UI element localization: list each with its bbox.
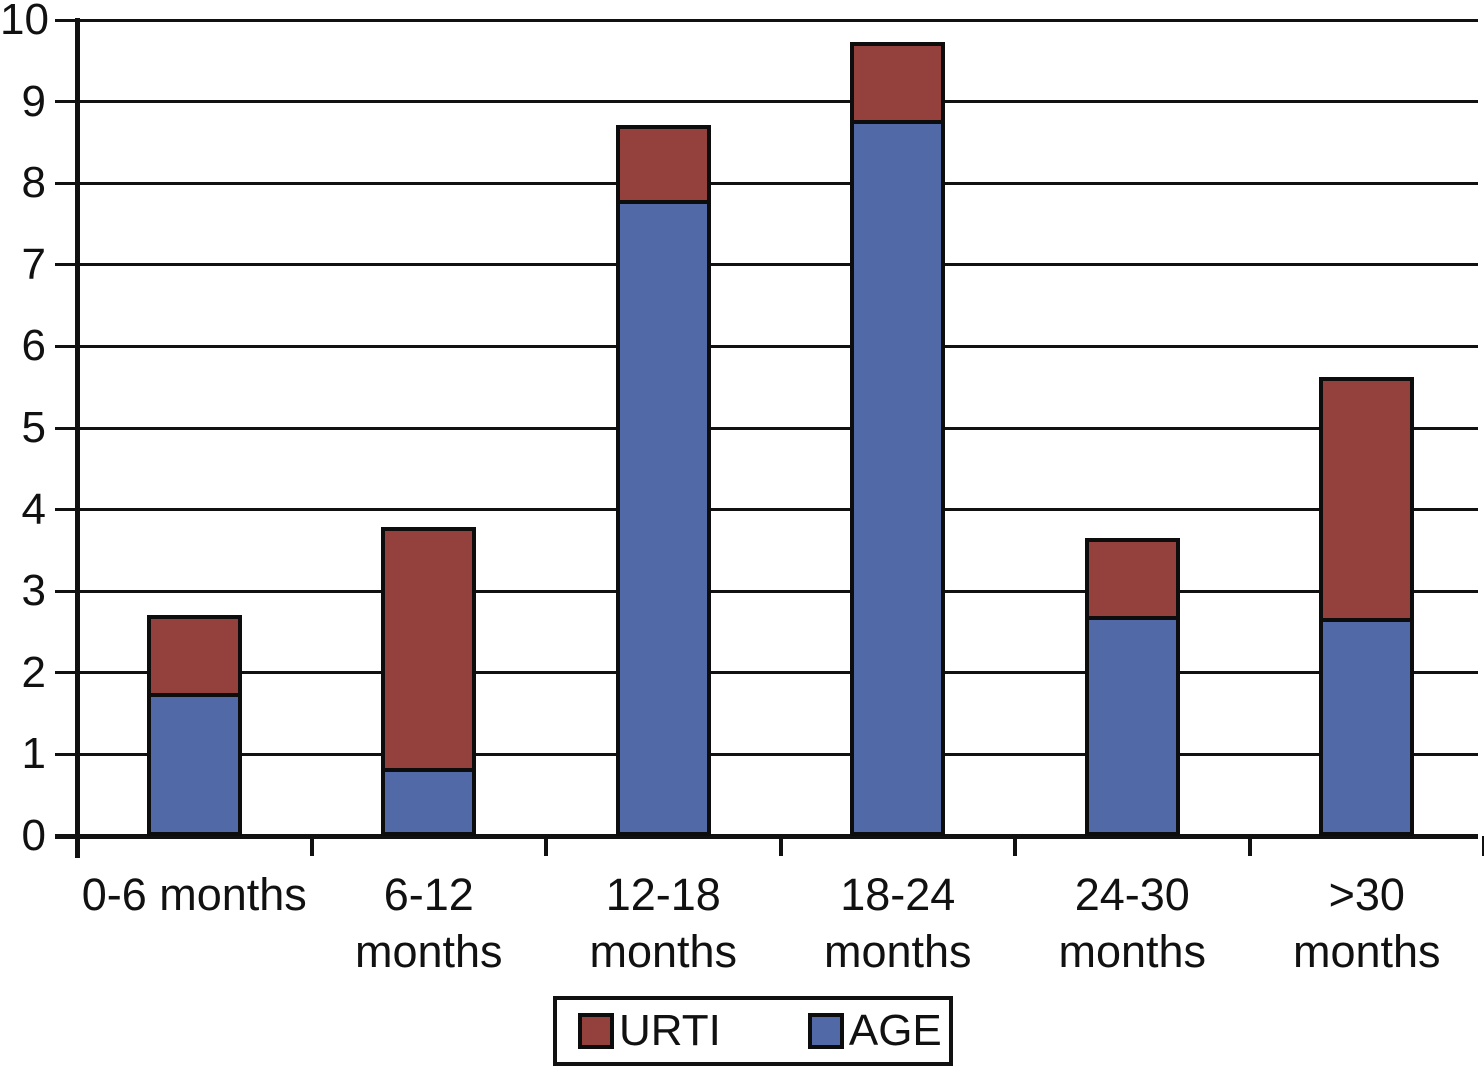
y-tick-label-4: 4 (21, 484, 46, 534)
gridline-y6 (55, 344, 1478, 348)
bar-segment-age (146, 697, 242, 836)
y-tick-label-9: 9 (21, 76, 46, 126)
y-axis (75, 18, 80, 858)
x-category-label: 18-24 months (782, 866, 1014, 980)
x-axis (55, 834, 1478, 839)
x-category-label-line: months (589, 926, 738, 977)
x-category-label-line: months (823, 926, 972, 977)
x-category-label: 12-18 months (547, 866, 779, 980)
bar-segment-age (615, 204, 711, 836)
x-category-label-line: 6-12 months (354, 869, 503, 977)
gridline-y10 (55, 18, 1478, 22)
legend-swatch-urti (578, 1013, 614, 1049)
gridline-y3 (55, 589, 1478, 593)
gridline-y4 (55, 508, 1478, 512)
gridline-y1 (55, 752, 1478, 756)
x-tick-1 (309, 836, 314, 856)
gridline-y8 (55, 181, 1478, 185)
x-category-label-line: 0-6 months (81, 869, 307, 920)
y-tick-label-2: 2 (21, 647, 46, 697)
legend-entry-urti: URTI (578, 1009, 721, 1053)
legend-label-urti: URTI (619, 1006, 721, 1055)
gridline-y5 (55, 426, 1478, 430)
y-tick-label-10: 10 (0, 0, 49, 44)
y-tick-label-0: 0 (21, 811, 46, 860)
gridline-y2 (55, 671, 1478, 675)
x-tick-0 (75, 836, 79, 856)
legend-swatch-age (807, 1013, 844, 1049)
x-category-label-line: 18-24 (840, 869, 956, 920)
y-tick-label-8: 8 (21, 158, 46, 208)
y-tick-label-3: 3 (21, 566, 46, 616)
y-tick-label-5: 5 (21, 403, 46, 452)
bar-segment-urti (1319, 377, 1415, 622)
y-tick-label-6: 6 (21, 321, 46, 371)
y-tick-label-7: 7 (21, 239, 46, 289)
x-tick-3 (778, 836, 783, 856)
legend-label-age: AGE (848, 1006, 942, 1055)
legend-entry-age: AGE (807, 1006, 942, 1055)
x-category-label-line: months (1058, 926, 1207, 977)
bar-segment-urti (381, 527, 477, 772)
bar-segment-age (1084, 620, 1180, 836)
x-category-label-line: months (1292, 926, 1441, 977)
legend: URTI AGE (553, 996, 953, 1066)
gridline-y7 (55, 263, 1478, 267)
bar-segment-age (850, 124, 946, 836)
x-category-label: 6-12 months (313, 866, 545, 980)
x-category-label: 24-30 months (1016, 866, 1248, 980)
x-category-label-line: 24-30 (1074, 869, 1190, 920)
gridline-y9 (55, 100, 1478, 104)
y-tick-label-1: 1 (21, 729, 46, 779)
x-category-label: >30 months (1251, 866, 1483, 980)
bar-segment-urti (1084, 538, 1180, 620)
x-tick-2 (544, 836, 548, 856)
bar-segment-age (381, 772, 477, 836)
x-tick-6 (1482, 836, 1484, 856)
bar-segment-urti (146, 615, 242, 697)
bar-segment-urti (615, 125, 711, 204)
x-category-label-line: >30 (1328, 869, 1405, 920)
x-category-label: 0-6 months (78, 866, 310, 923)
x-category-label-line: 12-18 (605, 869, 721, 920)
bar-segment-urti (850, 42, 946, 124)
x-tick-5 (1247, 836, 1252, 856)
x-tick-4 (1013, 836, 1017, 856)
bar-segment-age (1319, 622, 1415, 836)
